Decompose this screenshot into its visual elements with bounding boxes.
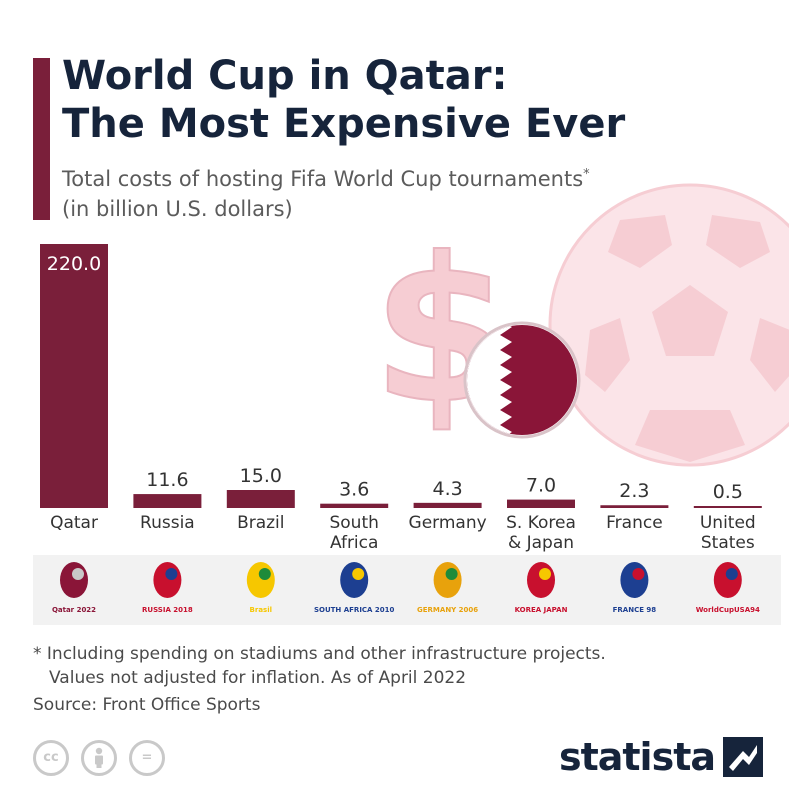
russia-2018-logo: RUSSIA 2018 [142, 562, 193, 614]
category-label: Brazil [237, 513, 284, 533]
logo-caption: Brasil [250, 606, 272, 614]
bar-france[interactable] [600, 505, 669, 508]
bar-s-korea-japan[interactable] [507, 499, 575, 508]
category-label: Germany [409, 513, 487, 533]
title-accent-bar [33, 58, 50, 220]
logo-caption: FRANCE 98 [613, 606, 657, 614]
soccer-ball-icon [548, 183, 789, 467]
germany-2006-logo: GERMANY 2006 [417, 562, 478, 614]
value-label: 15.0 [240, 465, 282, 487]
value-label: 0.5 [713, 481, 743, 503]
title-line-2: The Most Expensive Ever [62, 101, 626, 147]
subtitle: Total costs of hosting Fifa World Cup to… [62, 160, 752, 224]
category-label: South Africa [329, 513, 378, 553]
qatar-2022-logo: Qatar 2022 [52, 562, 96, 614]
brasil-2014-logo: Brasil [246, 562, 275, 614]
title-line-1: World Cup in Qatar: [62, 53, 508, 99]
statista-logo[interactable]: statista [559, 733, 763, 781]
logo-caption: Qatar 2022 [52, 606, 96, 614]
page-title: World Cup in Qatar: The Most Expensive E… [62, 52, 752, 148]
bar-south-africa[interactable] [320, 503, 389, 508]
usa-1994-logo: WorldCupUSA94 [696, 562, 760, 614]
footnote-line-2: Values not adjusted for inflation. As of… [49, 668, 467, 688]
bar-chart: 220.0 11.6 15.0 3.6 4.3 7.0 2.3 0.5 Qatar Russia… [40, 244, 762, 553]
subtitle-line-2: (in billion U.S. dollars) [62, 197, 293, 221]
bar-brazil[interactable] [226, 490, 295, 508]
category-label: Qatar [50, 513, 98, 533]
subtitle-footnote-mark: * [583, 167, 590, 182]
logo-caption: RUSSIA 2018 [142, 606, 193, 614]
bar-united-states[interactable] [693, 506, 762, 508]
value-label: 7.0 [526, 475, 556, 497]
bar-germany[interactable] [413, 502, 482, 508]
category-label: France [606, 513, 663, 533]
logo-caption: WorldCupUSA94 [696, 606, 760, 614]
qatar-flag-coin-icon [463, 321, 581, 439]
logo-caption: KOREA JAPAN [515, 606, 568, 614]
attribution-icon[interactable] [81, 740, 117, 776]
bar-russia[interactable] [133, 494, 202, 508]
value-label: 4.3 [432, 478, 462, 500]
category-label: United States [700, 513, 756, 553]
south-africa-2010-logo: SOUTH AFRICA 2010 [314, 562, 395, 614]
value-label: 11.6 [146, 469, 188, 491]
value-label: 3.6 [339, 479, 369, 501]
brand-mark-icon [723, 737, 763, 777]
value-label: 220.0 [47, 253, 101, 275]
footnote-line-1: * Including spending on stadiums and oth… [33, 644, 606, 664]
brand-wordmark: statista [558, 735, 716, 779]
source-note: Source: Front Office Sports [33, 695, 261, 715]
logo-caption: SOUTH AFRICA 2010 [314, 606, 395, 614]
korea-japan-2002-logo: KOREA JAPAN [515, 562, 568, 614]
no-derivatives-icon[interactable]: = [129, 740, 165, 776]
footnote: * Including spending on stadiums and oth… [33, 642, 606, 690]
value-label: 2.3 [619, 480, 649, 502]
cc-icon[interactable]: cc [33, 740, 69, 776]
subtitle-line-1: Total costs of hosting Fifa World Cup to… [62, 167, 584, 191]
category-label: S. Korea & Japan [506, 513, 576, 553]
bar-qatar[interactable] [40, 244, 108, 508]
france-1998-logo: FRANCE 98 [613, 562, 657, 614]
category-label: Russia [140, 513, 195, 533]
logo-caption: GERMANY 2006 [417, 606, 478, 614]
